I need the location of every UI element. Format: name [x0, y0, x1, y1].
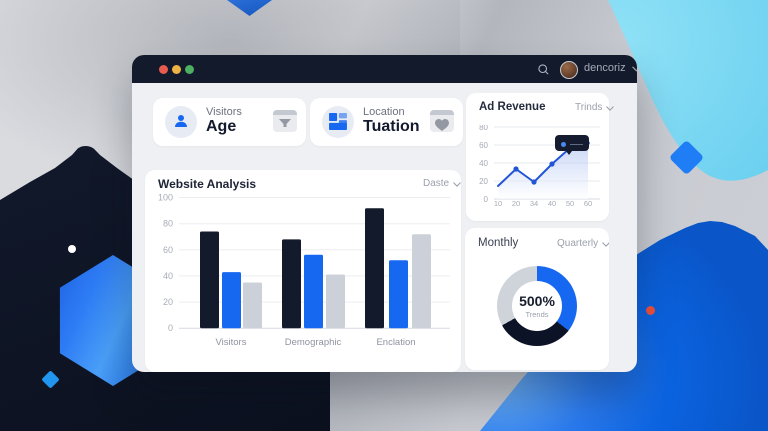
- svg-text:60: 60: [479, 141, 488, 150]
- svg-text:Visitors: Visitors: [216, 337, 247, 348]
- svg-text:40: 40: [163, 271, 173, 281]
- svg-text:60: 60: [163, 245, 173, 255]
- svg-text:50: 50: [566, 199, 574, 207]
- svg-text:Enclation: Enclation: [376, 337, 415, 348]
- svg-text:34: 34: [530, 199, 538, 207]
- svg-text:20: 20: [512, 199, 520, 207]
- svg-text:60: 60: [584, 199, 592, 207]
- svg-text:20: 20: [163, 297, 173, 307]
- svg-text:10: 10: [494, 199, 502, 207]
- svg-text:40: 40: [548, 199, 556, 207]
- svg-text:100: 100: [158, 193, 173, 203]
- svg-text:Demographic: Demographic: [285, 337, 342, 348]
- svg-text:80: 80: [163, 219, 173, 229]
- svg-text:40: 40: [479, 159, 488, 168]
- svg-text:0: 0: [484, 195, 489, 204]
- svg-text:20: 20: [479, 177, 488, 186]
- svg-text:0: 0: [168, 323, 173, 333]
- svg-text:80: 80: [479, 125, 488, 132]
